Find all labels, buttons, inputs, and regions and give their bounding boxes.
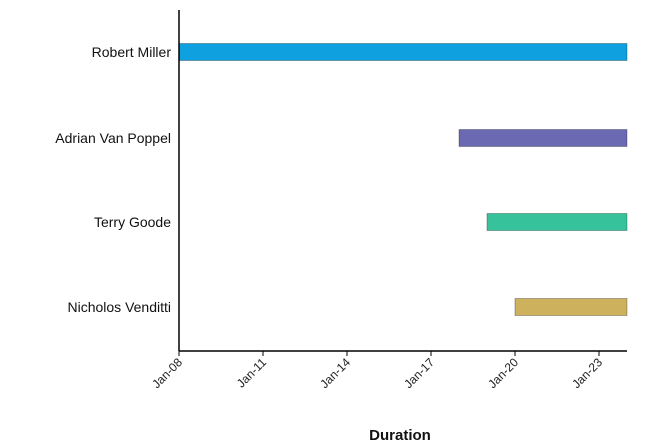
bar-adrian-van-poppel (458, 129, 628, 147)
bar-nicholos-venditti (514, 298, 628, 316)
x-tick-label-jan-11: Jan-11 (234, 355, 269, 390)
category-label-adrian-van-poppel: Adrian Van Poppel (55, 130, 171, 146)
category-labels: Robert Miller Adrian Van Poppel Terry Good… (55, 44, 171, 315)
x-ticks: Jan-08 Jan-11 Jan-14 Jan-17 Jan-20 Jan-23 (149, 351, 605, 391)
x-tick-label-jan-17: Jan-17 (401, 355, 437, 391)
bar-terry-goode (486, 213, 628, 231)
category-label-nicholos-venditti: Nicholos Venditti (67, 299, 171, 315)
bars-group (178, 43, 628, 316)
x-tick-label-jan-20: Jan-20 (485, 355, 521, 391)
x-axis-title: Duration (369, 427, 431, 444)
x-tick-label-jan-23: Jan-23 (569, 355, 605, 391)
category-label-terry-goode: Terry Goode (94, 214, 171, 230)
axes (178, 10, 627, 352)
x-tick-label-jan-14: Jan-14 (317, 355, 353, 391)
category-label-robert-miller: Robert Miller (92, 44, 172, 60)
x-tick-label-jan-08: Jan-08 (149, 355, 185, 391)
bar-robert-miller (178, 43, 628, 61)
